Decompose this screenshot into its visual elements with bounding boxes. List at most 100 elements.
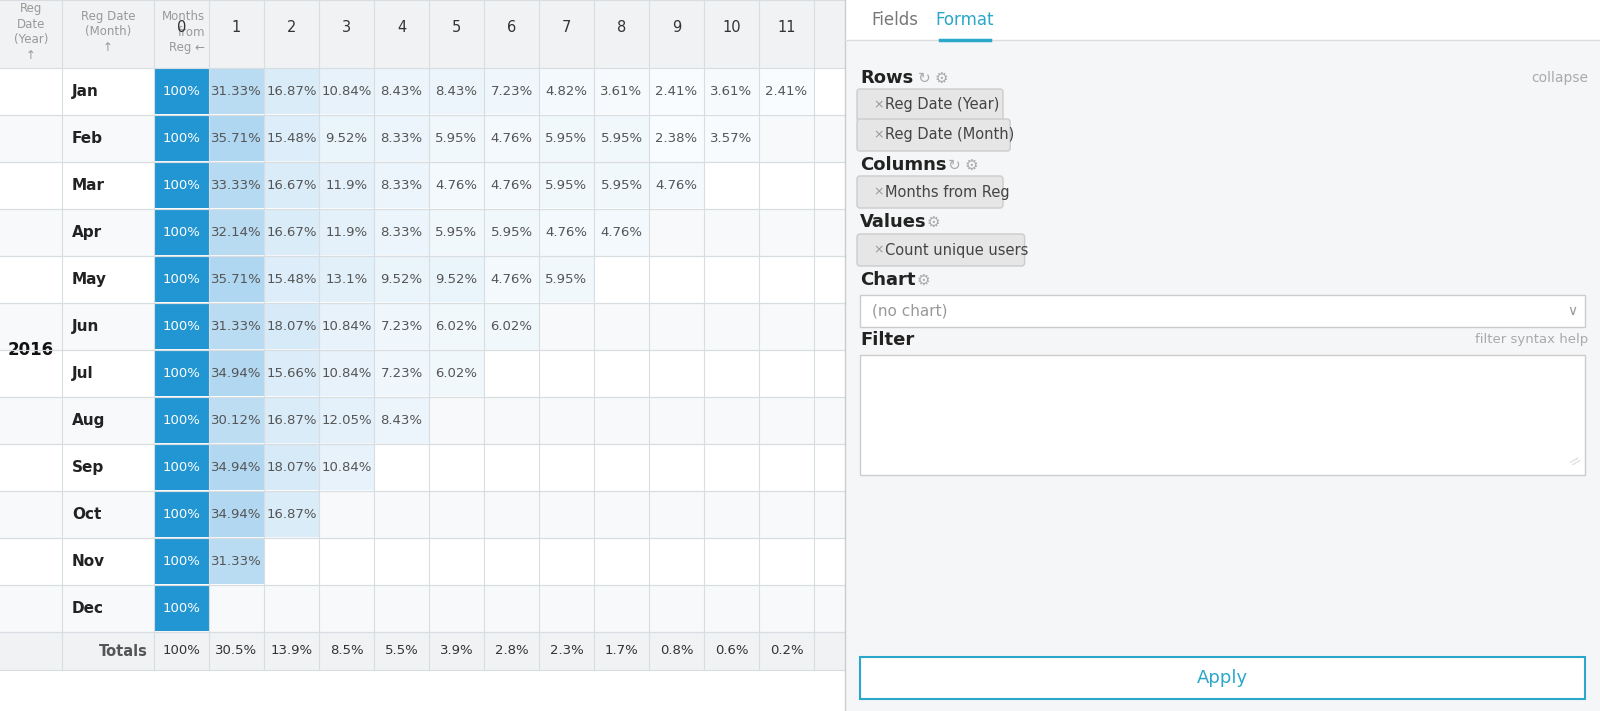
Text: 100%: 100% [163, 644, 200, 658]
Bar [318, 445, 374, 490]
Text: 2.8%: 2.8% [494, 644, 528, 658]
Bar [154, 539, 210, 584]
Bar [483, 163, 539, 208]
Text: 4.82%: 4.82% [546, 85, 587, 98]
Text: 11.9%: 11.9% [325, 226, 368, 239]
Bar [429, 351, 483, 396]
Bar [429, 163, 483, 208]
Bar [318, 304, 374, 349]
Text: 100%: 100% [163, 508, 200, 521]
Bar [154, 398, 210, 443]
Text: 6.02%: 6.02% [435, 320, 477, 333]
Bar [210, 257, 264, 302]
Text: //: // [1568, 455, 1581, 467]
Text: 4.76%: 4.76% [546, 226, 587, 239]
Text: 16.67%: 16.67% [266, 179, 317, 192]
Bar [210, 116, 264, 161]
Bar [483, 304, 539, 349]
Text: Filter: Filter [861, 331, 914, 349]
Bar [0, 209, 845, 256]
FancyBboxPatch shape [858, 234, 1024, 266]
Text: 9.52%: 9.52% [381, 273, 422, 286]
Text: 5.95%: 5.95% [435, 132, 477, 145]
Text: 100%: 100% [163, 132, 200, 145]
Text: 7: 7 [562, 20, 571, 35]
Bar [429, 210, 483, 255]
Bar [264, 116, 318, 161]
Text: ×: × [874, 99, 883, 112]
Bar [845, 0, 1600, 40]
Bar [374, 116, 429, 161]
Bar [0, 444, 845, 491]
Bar [210, 304, 264, 349]
Text: 4.76%: 4.76% [491, 179, 533, 192]
Bar [845, 0, 1600, 711]
Text: Apr: Apr [72, 225, 102, 240]
Text: Columns: Columns [861, 156, 947, 174]
Text: 2016: 2016 [8, 341, 54, 359]
Text: 100%: 100% [163, 226, 200, 239]
Text: Feb: Feb [72, 131, 102, 146]
Text: 10.84%: 10.84% [322, 85, 371, 98]
Bar [0, 491, 845, 538]
Text: Reg Date (Month): Reg Date (Month) [885, 127, 1014, 142]
Text: 10: 10 [722, 20, 741, 35]
Bar [650, 69, 704, 114]
Bar [374, 398, 429, 443]
Text: ×: × [874, 186, 883, 198]
Bar [210, 398, 264, 443]
Text: 7.23%: 7.23% [490, 85, 533, 98]
Text: ⚙: ⚙ [917, 272, 931, 287]
Bar [374, 163, 429, 208]
Text: 8.43%: 8.43% [381, 414, 422, 427]
Bar [374, 351, 429, 396]
Bar [264, 351, 318, 396]
Text: 3.9%: 3.9% [440, 644, 474, 658]
Text: ⚙: ⚙ [965, 158, 979, 173]
Bar [0, 68, 845, 115]
Text: Jul: Jul [72, 366, 94, 381]
Bar [539, 116, 594, 161]
Text: 33.33%: 33.33% [211, 179, 262, 192]
Text: 8.33%: 8.33% [381, 226, 422, 239]
Text: 13.1%: 13.1% [325, 273, 368, 286]
Text: ⚙: ⚙ [934, 70, 949, 85]
Text: 11: 11 [778, 20, 795, 35]
Text: 8: 8 [618, 20, 626, 35]
Text: Rows: Rows [861, 69, 914, 87]
Text: 16.67%: 16.67% [266, 226, 317, 239]
Text: Fields: Fields [872, 11, 918, 29]
Bar [374, 304, 429, 349]
Text: 32.14%: 32.14% [211, 226, 262, 239]
Bar [650, 163, 704, 208]
Text: Nov: Nov [72, 554, 106, 569]
Text: 4: 4 [397, 20, 406, 35]
Text: Reg Date (Year): Reg Date (Year) [885, 97, 1000, 112]
Text: 12.05%: 12.05% [322, 414, 371, 427]
FancyBboxPatch shape [858, 89, 1003, 121]
Bar [429, 69, 483, 114]
Bar [650, 116, 704, 161]
Text: 15.48%: 15.48% [266, 132, 317, 145]
Bar [210, 210, 264, 255]
Text: Jun: Jun [72, 319, 99, 334]
Bar [429, 304, 483, 349]
Bar [594, 116, 650, 161]
Bar [539, 163, 594, 208]
Text: 30.5%: 30.5% [216, 644, 258, 658]
Text: 5.5%: 5.5% [384, 644, 418, 658]
Bar [758, 69, 814, 114]
Text: 3: 3 [342, 20, 350, 35]
Bar [0, 632, 845, 670]
Text: 35.71%: 35.71% [211, 132, 262, 145]
Bar [0, 397, 845, 444]
Bar [483, 116, 539, 161]
Bar [154, 445, 210, 490]
Text: 5.95%: 5.95% [435, 226, 477, 239]
Text: Values: Values [861, 213, 926, 231]
Text: 4.76%: 4.76% [656, 179, 698, 192]
Bar [154, 69, 210, 114]
Text: Sep: Sep [72, 460, 104, 475]
Text: 2.41%: 2.41% [656, 85, 698, 98]
Text: 11.9%: 11.9% [325, 179, 368, 192]
